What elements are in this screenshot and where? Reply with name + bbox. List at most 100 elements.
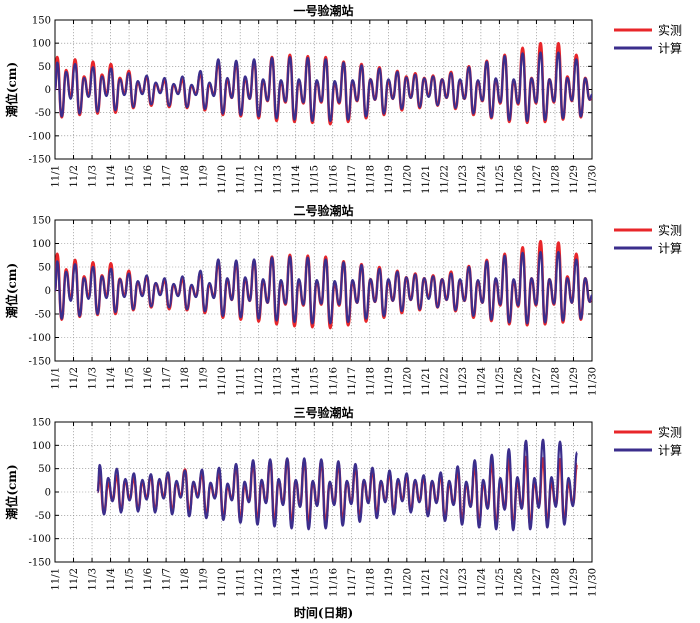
x-tick-label: 11/18: [365, 568, 376, 597]
y-tick-label: 50: [38, 263, 51, 274]
x-tick-label: 11/15: [310, 367, 321, 396]
series-line-computed: [96, 438, 579, 532]
legend-label: 计算: [658, 443, 682, 458]
chart-panel-1: -150 -100 -50 0 50 100 150 11/1 11/2 11/3 11/4 11/5…: [4, 3, 682, 194]
x-tick-label: 11/4: [106, 568, 117, 590]
x-tick-label: 11/21: [421, 367, 432, 396]
x-tick-label: 11/19: [384, 367, 395, 396]
x-tick-label: 11/19: [384, 568, 395, 597]
x-tick-label: 11/12: [254, 165, 265, 194]
x-tick-label: 11/20: [402, 568, 413, 597]
y-tick-label: 150: [32, 418, 51, 429]
y-tick-label: -100: [29, 534, 51, 545]
x-tick-label: 11/13: [273, 367, 284, 396]
x-tick-label: 11/25: [495, 165, 506, 194]
x-tick-label: 11/26: [513, 165, 524, 194]
x-tick-label: 11/22: [439, 568, 450, 597]
x-tick-label: 11/4: [106, 165, 117, 187]
x-tick-label: 11/24: [476, 367, 487, 396]
y-tick-label: -100: [29, 333, 51, 344]
x-tick-label: 11/22: [439, 165, 450, 194]
x-tick-label: 11/24: [476, 165, 487, 194]
legend-label: 计算: [658, 41, 682, 56]
y-axis-label: 潮位(cm): [4, 464, 19, 519]
x-tick-label: 11/12: [254, 367, 265, 396]
x-tick-label: 11/2: [69, 568, 80, 590]
legend-label: 实测: [658, 223, 682, 238]
y-tick-label: -150: [29, 155, 51, 166]
x-tick-label: 11/10: [217, 165, 228, 194]
x-tick-label: 11/13: [273, 568, 284, 597]
x-tick-label: 11/3: [88, 165, 99, 187]
x-tick-label: 11/23: [458, 165, 469, 194]
x-tick-label: 11/23: [458, 568, 469, 597]
x-tick-label: 11/30: [588, 568, 599, 597]
x-tick-label: 11/6: [143, 367, 154, 389]
x-tick-label: 11/3: [88, 367, 99, 389]
x-tick-label: 11/12: [254, 568, 265, 597]
x-tick-label: 11/14: [291, 367, 302, 396]
x-tick-label: 11/9: [199, 568, 210, 590]
y-tick-label: 0: [45, 85, 51, 96]
x-tick-label: 11/15: [310, 568, 321, 597]
chart-title: 三号验潮站: [293, 405, 353, 420]
x-tick-label: 11/16: [328, 568, 339, 597]
x-tick-label: 11/28: [550, 568, 561, 597]
x-tick-label: 11/18: [365, 165, 376, 194]
x-tick-label: 11/11: [236, 367, 247, 396]
x-tick-label: 11/16: [328, 165, 339, 194]
x-tick-label: 11/20: [402, 165, 413, 194]
y-tick-label: -100: [29, 131, 51, 142]
x-tick-label: 11/14: [291, 568, 302, 597]
x-tick-label: 11/1: [51, 568, 62, 590]
x-tick-label: 11/25: [495, 568, 506, 597]
x-tick-label: 11/15: [310, 165, 321, 194]
x-tick-label: 11/9: [199, 367, 210, 389]
x-tick-label: 11/10: [217, 568, 228, 597]
x-tick-label: 11/11: [236, 165, 247, 194]
x-tick-label: 11/7: [162, 165, 173, 187]
chart-panel-2: -150 -100 -50 0 50 100 150 11/1 11/2 11/3 11/4 11/5…: [4, 203, 682, 396]
chart-panel-3: -150 -100 -50 0 50 100 150 11/1 11/2 11/3 11/4 11/5…: [4, 405, 682, 620]
x-tick-label: 11/22: [439, 367, 450, 396]
x-tick-label: 11/29: [569, 367, 580, 396]
x-tick-label: 11/27: [532, 165, 543, 194]
x-tick-label: 11/3: [88, 568, 99, 590]
x-tick-label: 11/23: [458, 367, 469, 396]
x-tick-label: 11/25: [495, 367, 506, 396]
y-tick-label: -150: [29, 558, 51, 569]
x-tick-label: 11/28: [550, 367, 561, 396]
x-tick-label: 11/10: [217, 367, 228, 396]
y-tick-label: 150: [32, 16, 51, 27]
x-tick-label: 11/5: [125, 165, 136, 187]
x-tick-label: 11/1: [51, 367, 62, 389]
y-tick-label: -50: [35, 511, 51, 522]
x-tick-label: 11/30: [588, 367, 599, 396]
x-tick-label: 11/16: [328, 367, 339, 396]
x-tick-label: 11/2: [69, 165, 80, 187]
y-tick-label: 50: [38, 62, 51, 73]
x-tick-label: 11/21: [421, 568, 432, 597]
x-tick-label: 11/11: [236, 568, 247, 597]
x-tick-label: 11/26: [513, 367, 524, 396]
x-tick-label: 11/7: [162, 568, 173, 590]
x-tick-label: 11/17: [347, 568, 358, 597]
x-tick-label: 11/8: [180, 367, 191, 389]
x-tick-label: 11/21: [421, 165, 432, 194]
series-line-computed: [55, 51, 592, 123]
x-tick-label: 11/20: [402, 367, 413, 396]
y-tick-label: 50: [38, 464, 51, 475]
y-tick-label: -50: [35, 108, 51, 119]
x-tick-label: 11/27: [532, 568, 543, 597]
y-axis-label: 潮位(cm): [4, 62, 19, 117]
y-tick-label: -50: [35, 310, 51, 321]
y-tick-label: 0: [45, 286, 51, 297]
chart-title: 二号验潮站: [293, 203, 353, 218]
x-tick-label: 11/2: [69, 367, 80, 389]
x-tick-label: 11/26: [513, 568, 524, 597]
y-tick-label: 100: [32, 39, 51, 50]
x-tick-label: 11/7: [162, 367, 173, 389]
legend-label: 实测: [658, 425, 682, 440]
x-tick-label: 11/19: [384, 165, 395, 194]
chart-title: 一号验潮站: [293, 3, 353, 18]
